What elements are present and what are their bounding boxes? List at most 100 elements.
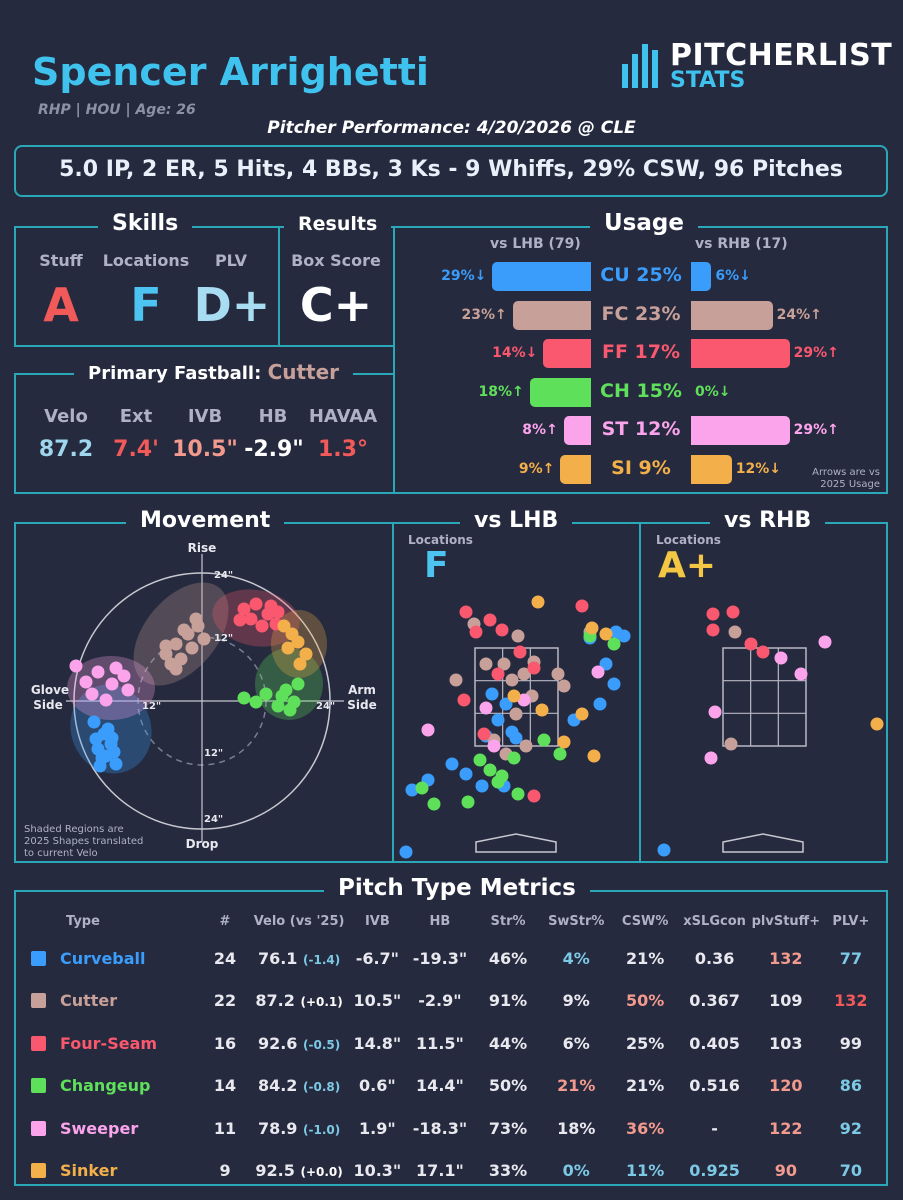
location-point-lhb: [557, 735, 571, 749]
usage-pitch-label: FF 17%: [601, 341, 681, 363]
location-point-lhb: [551, 667, 565, 681]
metric-str: 91%: [488, 991, 528, 1011]
vs-rhb-title: vs RHB: [710, 508, 826, 533]
ivb-value: 10.5": [172, 437, 238, 462]
movement-point: [233, 613, 247, 627]
movement-point: [264, 599, 278, 613]
movement-point: [277, 619, 291, 633]
location-point-lhb: [483, 763, 497, 777]
usage-value-rhb: 24%↑: [776, 306, 822, 323]
usage-pitch-label: SI 9%: [611, 456, 671, 479]
location-point-lhb: [617, 629, 631, 643]
metric-str: 33%: [488, 1161, 528, 1181]
velo-label: Velo: [44, 406, 88, 427]
location-point-lhb: [587, 749, 601, 763]
usage-bar-lhb: [563, 416, 591, 445]
metric-hb: 11.5": [416, 1033, 464, 1053]
location-point-lhb: [469, 625, 483, 639]
metric-ivb: 10.5": [353, 991, 402, 1011]
movement-point: [271, 699, 285, 713]
location-point-lhb: [599, 657, 613, 671]
usage-bar-rhb: [691, 262, 712, 291]
usage-value-rhb: 29%↑: [793, 422, 839, 438]
location-point-lhb: [527, 661, 541, 675]
usage-value-lhb: 8%↑: [522, 422, 558, 438]
location-point-lhb: [479, 657, 493, 671]
usage-value-lhb: 18%↑: [478, 383, 524, 400]
metric-plv: 77: [839, 948, 862, 968]
location-point-rhb: [794, 667, 808, 681]
metric-stuff: 109: [769, 991, 803, 1011]
vs-lhb-title: vs LHB: [460, 508, 573, 533]
metric-hb: 17.1": [416, 1161, 464, 1181]
hb-label: HB: [258, 406, 288, 427]
metric-xslg: 0.405: [689, 1033, 740, 1053]
movement-point: [105, 677, 119, 691]
rhb-locations-grade: A+: [658, 545, 717, 586]
location-point-lhb: [593, 697, 607, 711]
movement-label: 12": [214, 633, 233, 644]
locations-grade: F: [130, 278, 162, 332]
velo-value: 92.6: [257, 1033, 298, 1053]
metric-hb: -2.9": [418, 991, 462, 1011]
logo-bars-icon: [622, 44, 658, 88]
movement-point: [281, 641, 295, 655]
velo-value: 76.1: [257, 948, 298, 968]
movement-point: [249, 597, 263, 611]
metric-plv: 92: [839, 1118, 862, 1138]
movement-label: Side: [33, 698, 62, 712]
usage-bar-rhb: [691, 339, 790, 368]
rhb-locations-label: Locations: [656, 533, 721, 547]
metric-swstr: 6%: [562, 1033, 590, 1053]
location-point-lhb: [485, 687, 499, 701]
movement-label: 24": [316, 701, 335, 712]
velo-value: 87.2: [38, 437, 94, 462]
location-point-lhb: [491, 667, 505, 681]
metric-xslg: 0.36: [694, 948, 735, 968]
pitch-color-swatch: [31, 1078, 46, 1094]
metric-str: 73%: [488, 1118, 528, 1138]
pitch-type-name: Four-Seam: [60, 1033, 158, 1053]
location-point-lhb: [461, 795, 475, 809]
pitch-type-cell: Sinker: [30, 1150, 201, 1193]
metric-xslg: -: [711, 1118, 718, 1138]
movement-point: [197, 632, 211, 646]
location-point-lhb: [585, 621, 599, 635]
movement-note-2: 2025 Shapes translated: [24, 836, 144, 847]
velo-diff: (+0.0): [300, 1165, 343, 1180]
col-velo: Velo (vs '25): [253, 913, 345, 929]
pitch-type-cell: Cutter: [30, 980, 201, 1023]
movement-point: [87, 715, 101, 729]
movement-label: 12": [204, 748, 223, 759]
pitch-type-cell: Sweeper: [30, 1107, 201, 1150]
location-divider: [639, 522, 641, 863]
metric-velo: 78.9 (-1.0): [249, 1107, 350, 1150]
velo-diff: (-0.5): [303, 1037, 341, 1052]
box-score-label: Box Score: [291, 251, 381, 270]
metric-n: 9: [219, 1161, 231, 1181]
movement-label: Side: [347, 698, 376, 712]
movement-point: [275, 689, 289, 703]
velo-value: 92.5: [255, 1161, 295, 1181]
col-type: Type: [66, 913, 100, 929]
location-point-lhb: [511, 629, 525, 643]
skills-panel: [14, 226, 395, 347]
pitch-color-swatch: [31, 1163, 46, 1179]
metric-hb: 14.4": [416, 1076, 464, 1096]
metrics-row: Changeup 14 84.2 (-0.8) 0.6" 14.4" 50% 21% 21% 0…: [30, 1065, 880, 1108]
col-ivb: IVB: [364, 913, 390, 929]
metric-str: 46%: [488, 948, 528, 968]
home-plate: [722, 833, 804, 853]
movement-point: [291, 635, 305, 649]
location-point-lhb: [507, 689, 521, 703]
usage-bar-lhb: [512, 300, 591, 330]
metric-swstr: 18%: [557, 1118, 596, 1138]
location-point-lhb: [607, 637, 621, 651]
movement-point: [69, 659, 83, 673]
pitch-color-swatch: [31, 1035, 46, 1051]
primary-fastball-panel: [14, 373, 395, 494]
location-point-lhb: [477, 727, 491, 741]
movement-note-1: Shaded Regions are: [24, 824, 124, 835]
location-point-lhb: [421, 723, 435, 737]
location-point-lhb: [399, 845, 413, 859]
